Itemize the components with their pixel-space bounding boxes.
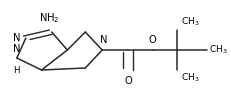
Text: N: N xyxy=(13,33,20,43)
Text: N: N xyxy=(100,35,107,45)
Text: O: O xyxy=(149,35,157,45)
Text: N: N xyxy=(13,44,21,54)
Text: CH$_3$: CH$_3$ xyxy=(181,16,199,28)
Text: H: H xyxy=(14,66,20,75)
Text: CH$_3$: CH$_3$ xyxy=(181,72,199,84)
Text: NH$_2$: NH$_2$ xyxy=(39,11,60,25)
Text: CH$_3$: CH$_3$ xyxy=(209,44,228,56)
Text: O: O xyxy=(124,76,132,86)
